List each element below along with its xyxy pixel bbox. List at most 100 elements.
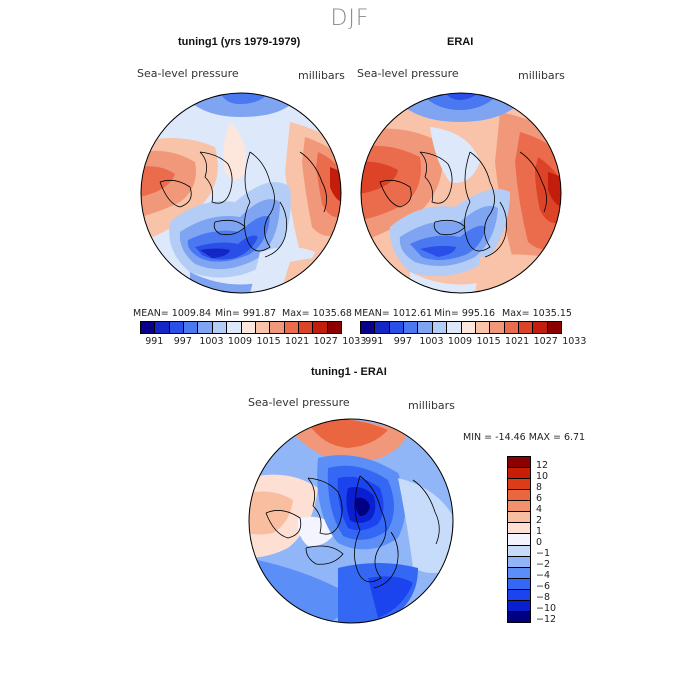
colorbar-tick-label: 1021 <box>505 336 530 347</box>
colorbar-swatch <box>508 588 530 600</box>
colorbar-swatch <box>431 322 447 333</box>
colorbar-tick-label: 1 <box>536 526 543 537</box>
colorbar-swatch <box>532 322 547 333</box>
diff-panel-title: tuning1 - ERAI <box>311 366 387 378</box>
colorbar-swatch <box>361 322 375 333</box>
diff-slp-map <box>248 418 454 624</box>
model-min-label: Min= 991.87 <box>215 308 277 319</box>
diff-colorbar <box>507 456 531 623</box>
colorbar-tick-label: 997 <box>393 336 412 347</box>
colorbar-tick-label: 4 <box>536 504 543 515</box>
colorbar-swatch <box>312 322 327 333</box>
colorbar-swatch <box>374 322 389 333</box>
colorbar-swatch <box>508 457 530 468</box>
colorbar-swatch <box>508 555 530 567</box>
colorbar-swatch <box>508 599 530 611</box>
model-colorbar-ticks: 991 997 1003 1009 1015 1021 1027 1033 <box>140 336 366 348</box>
colorbar-swatch <box>517 322 533 333</box>
colorbar-swatch <box>183 322 198 333</box>
colorbar-swatch <box>211 322 227 333</box>
colorbar-swatch <box>168 322 184 333</box>
colorbar-swatch <box>403 322 418 333</box>
colorbar-tick-label: 1027 <box>313 336 338 347</box>
colorbar-tick-label: −12 <box>536 614 557 625</box>
colorbar-tick-label: −8 <box>536 592 551 603</box>
colorbar-swatch <box>141 322 155 333</box>
colorbar-tick-label: 1003 <box>419 336 444 347</box>
colorbar-tick-label: 8 <box>536 482 543 493</box>
colorbar-tick-label: 1027 <box>533 336 558 347</box>
model-colorbar <box>140 321 342 334</box>
diff-colorbar-ticks: 12 10 8 6 4 2 1 0 −1 −2 −4 −6 −8 −10 −12 <box>536 456 576 625</box>
colorbar-swatch <box>154 322 169 333</box>
model-variable-label: Sea-level pressure <box>137 67 239 80</box>
colorbar-tick-label: 12 <box>536 460 549 471</box>
colorbar-swatch <box>254 322 270 333</box>
colorbar-tick-label: −6 <box>536 581 551 592</box>
colorbar-tick-label: 1003 <box>199 336 224 347</box>
obs-mean-label: MEAN= 1012.61 <box>354 308 433 319</box>
colorbar-swatch <box>508 467 530 479</box>
colorbar-tick-label: 2 <box>536 515 543 526</box>
season-title: DJF <box>330 6 370 31</box>
colorbar-tick-label: 1021 <box>285 336 310 347</box>
model-units-label: millibars <box>298 69 345 82</box>
colorbar-tick-label: −4 <box>536 570 551 581</box>
colorbar-tick-label: −2 <box>536 559 551 570</box>
colorbar-tick-label: 991 <box>145 336 164 347</box>
colorbar-tick-label: 0 <box>536 537 543 548</box>
colorbar-swatch <box>226 322 241 333</box>
diff-variable-label: Sea-level pressure <box>248 396 350 409</box>
colorbar-swatch <box>446 322 461 333</box>
colorbar-tick-label: 997 <box>173 336 192 347</box>
obs-colorbar-ticks: 991 997 1003 1009 1015 1021 1027 1033 <box>360 336 586 348</box>
colorbar-tick-label: 10 <box>536 471 549 482</box>
colorbar-swatch <box>489 322 504 333</box>
obs-panel-title: ERAI <box>447 36 474 48</box>
obs-colorbar <box>360 321 562 334</box>
colorbar-tick-label: 1033 <box>562 336 587 347</box>
colorbar-swatch <box>508 511 530 523</box>
diff-units-label: millibars <box>408 399 455 412</box>
colorbar-tick-label: 991 <box>365 336 384 347</box>
colorbar-tick-label: −10 <box>536 603 557 614</box>
obs-variable-label: Sea-level pressure <box>357 67 459 80</box>
colorbar-swatch <box>508 500 530 512</box>
obs-min-label: Min= 995.16 <box>434 308 496 319</box>
colorbar-swatch <box>508 544 530 556</box>
colorbar-swatch <box>508 489 530 501</box>
model-slp-map <box>140 92 342 294</box>
colorbar-swatch <box>283 322 298 333</box>
colorbar-tick-label: 1009 <box>447 336 473 347</box>
colorbar-swatch <box>326 322 342 333</box>
colorbar-swatch <box>508 478 530 490</box>
colorbar-tick-label: −1 <box>536 548 551 559</box>
colorbar-swatch <box>297 322 313 333</box>
model-max-label: Max= 1035.68 <box>282 308 352 319</box>
colorbar-tick-label: 1015 <box>256 336 281 347</box>
colorbar-tick-label: 6 <box>536 493 543 504</box>
colorbar-swatch <box>508 533 530 545</box>
colorbar-tick-label: 1009 <box>227 336 253 347</box>
model-mean-label: MEAN= 1009.84 <box>133 308 212 319</box>
colorbar-swatch <box>197 322 212 333</box>
colorbar-swatch <box>508 522 530 534</box>
colorbar-swatch <box>508 610 530 622</box>
obs-units-label: millibars <box>518 69 565 82</box>
colorbar-tick-label: 1015 <box>476 336 501 347</box>
colorbar-swatch <box>508 566 530 578</box>
colorbar-swatch <box>503 322 518 333</box>
colorbar-swatch <box>417 322 432 333</box>
obs-max-label: Max= 1035.15 <box>502 308 572 319</box>
colorbar-swatch <box>474 322 490 333</box>
colorbar-swatch <box>388 322 404 333</box>
colorbar-swatch <box>269 322 284 333</box>
colorbar-tick-label: 1033 <box>342 336 367 347</box>
model-panel-title: tuning1 (yrs 1979-1979) <box>178 36 301 48</box>
colorbar-swatch <box>240 322 255 333</box>
diff-minmax-label: MIN = -14.46 MAX = 6.71 <box>463 432 586 443</box>
colorbar-swatch <box>546 322 562 333</box>
colorbar-swatch <box>460 322 475 333</box>
obs-slp-map <box>360 92 562 294</box>
colorbar-swatch <box>508 577 530 589</box>
